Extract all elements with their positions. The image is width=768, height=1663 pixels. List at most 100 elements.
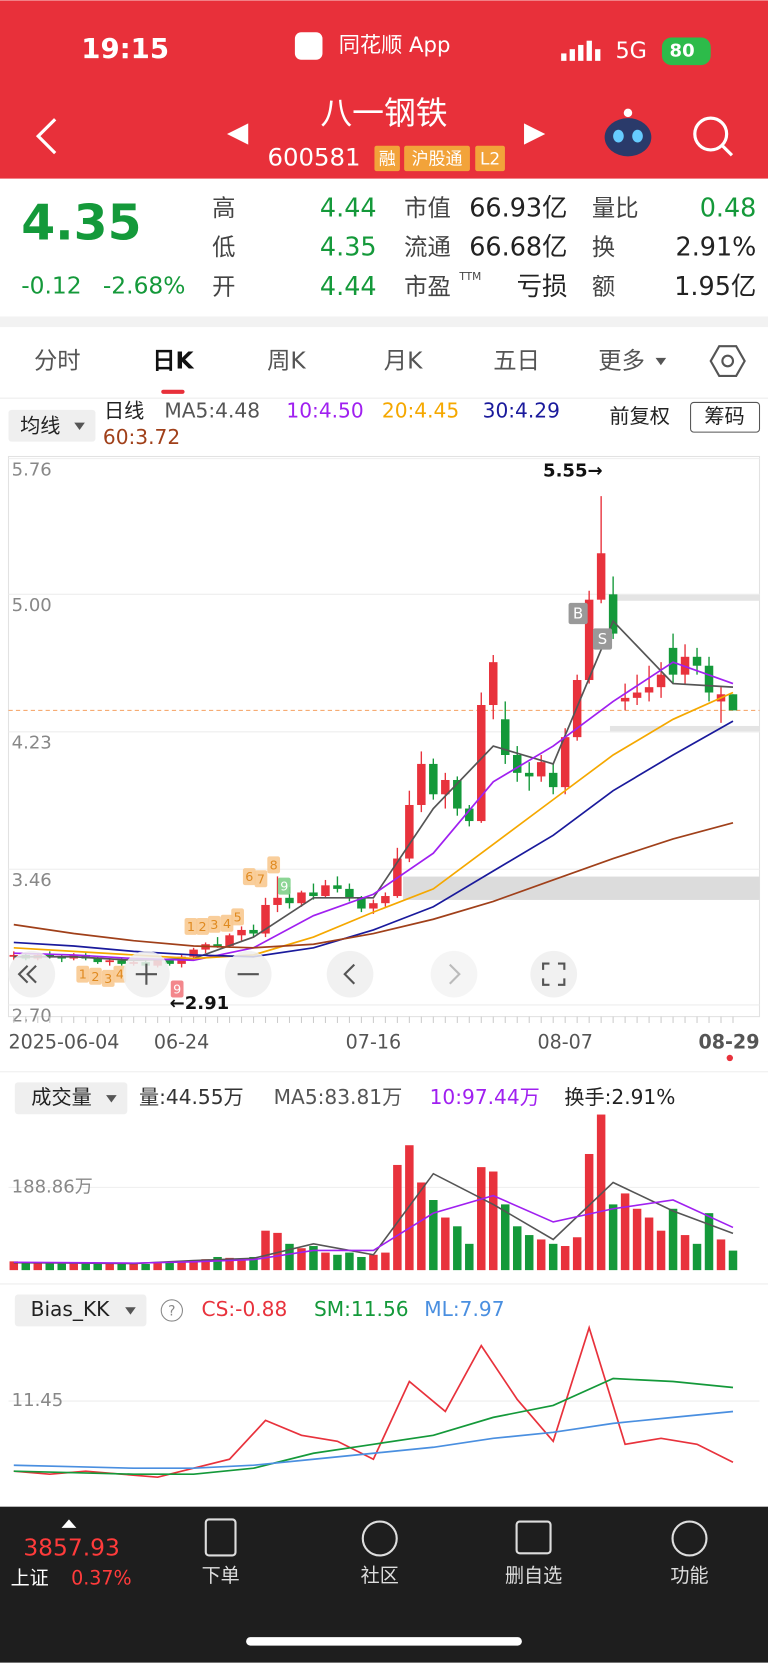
volume-bar: [728, 1250, 738, 1271]
volume-bar: [704, 1213, 714, 1271]
scroll-left[interactable]: [326, 950, 374, 998]
price-change-pct: -2.68%: [103, 271, 186, 299]
index-value[interactable]: 3857.93: [23, 1534, 119, 1562]
chips-button[interactable]: [690, 401, 761, 433]
volume-bar: [45, 1262, 54, 1271]
ma-selector-bg[interactable]: [8, 409, 96, 442]
tag-bg: [374, 145, 400, 172]
tab[interactable]: 周K: [267, 347, 306, 375]
y-tick-label: 4.23: [12, 732, 52, 753]
battery-level: 80: [670, 40, 695, 61]
nav-label[interactable]: 功能: [670, 1564, 708, 1587]
prev-stock[interactable]: [227, 123, 249, 145]
x-tick-label: 06-24: [154, 1031, 209, 1054]
volume-bar: [369, 1254, 378, 1271]
td-badge: [277, 877, 291, 895]
candle-body: [165, 960, 174, 964]
td-badge: [89, 967, 102, 985]
candle-body: [45, 954, 54, 957]
next-stock[interactable]: [524, 123, 546, 145]
chips-label[interactable]: 筹码: [704, 404, 744, 428]
clock: 19:15: [81, 32, 169, 65]
candle-body: [213, 944, 222, 947]
tab-underline: [161, 389, 185, 394]
stock-name: 八一钢铁: [320, 94, 447, 132]
td-label: 1: [187, 919, 195, 934]
volume-selector[interactable]: 成交量: [31, 1085, 91, 1109]
ma-line: [13, 720, 734, 958]
td-label: 4: [116, 967, 124, 982]
settings-icon[interactable]: [709, 345, 746, 377]
tab[interactable]: 更多: [598, 347, 645, 375]
help-icon[interactable]: [160, 1299, 183, 1322]
volume-bar: [524, 1235, 534, 1271]
back-button[interactable]: [35, 118, 57, 155]
ma-legend: MA5:4.48: [164, 398, 260, 422]
tag: 沪股通: [412, 150, 463, 170]
candle-body: [105, 960, 114, 963]
field-label: 低: [212, 233, 235, 261]
tab[interactable]: 五日: [493, 347, 540, 375]
tab[interactable]: 分时: [34, 347, 81, 375]
bias-selector-bg[interactable]: [14, 1294, 147, 1327]
y-tick-label: 3.46: [12, 870, 52, 891]
expand-arrow[interactable]: [61, 1519, 77, 1528]
scroll-right[interactable]: [430, 950, 478, 998]
volume-bar: [33, 1263, 43, 1271]
robot-icon[interactable]: [604, 108, 652, 157]
volume-bar: [345, 1252, 354, 1271]
candle-body: [297, 892, 306, 904]
ma-selector[interactable]: 均线: [20, 413, 60, 437]
volume-legend: 10:97.44万: [430, 1085, 540, 1109]
td-badge: [242, 868, 256, 886]
support-band: [403, 876, 760, 900]
nav-label[interactable]: 社区: [361, 1564, 399, 1587]
search-icon[interactable]: [693, 116, 734, 157]
volume-bar: [153, 1263, 162, 1271]
nav-icon[interactable]: [361, 1520, 398, 1557]
price-change: -0.12: [21, 271, 81, 299]
zoom-out-all[interactable]: [8, 950, 56, 998]
td-label: 2: [91, 969, 99, 984]
td-badge: [196, 917, 209, 935]
field-value: 66.93亿: [469, 193, 567, 223]
ma-line: [13, 691, 734, 960]
volume-bar: [177, 1261, 186, 1271]
td-label: 7: [257, 871, 265, 886]
volume-bar: [668, 1208, 678, 1271]
fullscreen[interactable]: [530, 950, 578, 998]
td-badge: [207, 915, 221, 933]
candle-body: [656, 674, 666, 688]
adjust[interactable]: 前复权: [609, 404, 669, 428]
tag: L2: [480, 150, 500, 170]
volume-bar: [560, 1246, 570, 1271]
candle-body: [261, 904, 270, 934]
candle-body: [225, 935, 234, 947]
dropdown-arrow: [74, 422, 85, 430]
volume-bar: [477, 1167, 486, 1271]
candle-body: [632, 692, 642, 698]
candle-body: [93, 958, 102, 963]
tab[interactable]: 日K: [152, 347, 194, 375]
y-tick-label: 11.45: [12, 1390, 64, 1411]
volume-selector-bg[interactable]: [14, 1082, 128, 1115]
field-sup: TTM: [458, 271, 481, 283]
tab[interactable]: 月K: [384, 347, 423, 375]
volume-bar: [57, 1263, 66, 1271]
candle-body: [309, 892, 318, 897]
nav-label[interactable]: 下单: [202, 1564, 240, 1587]
td-badge: [254, 870, 268, 888]
nav-label[interactable]: 删自选: [505, 1564, 562, 1587]
candle-body: [536, 762, 546, 777]
period: 日线: [104, 398, 144, 422]
nav-icon[interactable]: [671, 1520, 708, 1557]
bias-line: [13, 1324, 734, 1479]
volume-bar: [321, 1252, 330, 1271]
candle-body: [584, 599, 594, 681]
nav-icon[interactable]: [204, 1518, 237, 1557]
candle-body: [704, 665, 714, 693]
dropdown-arrow: [125, 1307, 136, 1315]
nav-icon[interactable]: [515, 1520, 552, 1555]
bias-selector[interactable]: Bias_KK: [31, 1297, 111, 1321]
network: 5G: [615, 38, 646, 64]
